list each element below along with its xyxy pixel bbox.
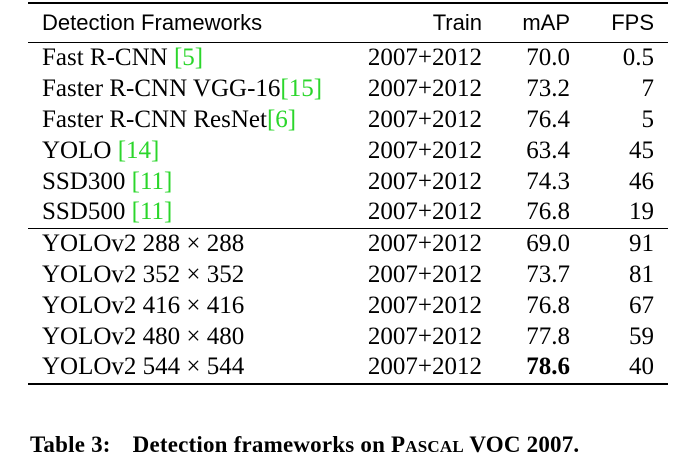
row-name: SSD500 xyxy=(42,198,132,226)
row-map: 74.3 xyxy=(526,167,570,195)
row-train: 2007+2012 xyxy=(367,198,482,226)
detection-results-table: Detection Frameworks Train mAP FPS Fast … xyxy=(28,2,668,385)
table-row: YOLOv2 288 × 288 2007+2012 69.0 91 xyxy=(28,227,668,260)
row-map: 76.4 xyxy=(526,105,570,133)
row-train: 2007+2012 xyxy=(367,167,482,195)
row-train: 2007+2012 xyxy=(367,44,482,72)
row-train: 2007+2012 xyxy=(367,260,482,288)
row-fps: 0.5 xyxy=(622,44,654,72)
row-name-cell: Faster R-CNN VGG-16[15] xyxy=(28,74,358,105)
header-map: mAP xyxy=(522,10,570,35)
row-name-cell: SSD500 [11] xyxy=(28,197,358,228)
citation-link[interactable]: [6] xyxy=(266,105,297,133)
row-name: SSD300 xyxy=(42,167,132,195)
row-name-cell: YOLOv2 480 × 480 xyxy=(28,321,358,352)
row-map: 73.2 xyxy=(526,75,570,103)
row-name-cell: YOLOv2 416 × 416 xyxy=(28,290,358,321)
row-name: YOLOv2 480 × 480 xyxy=(42,322,245,350)
row-fps: 59 xyxy=(629,322,654,350)
row-map: 77.8 xyxy=(526,322,570,350)
caption-pascal-rest: ASCAL xyxy=(405,437,464,456)
row-name: Fast R-CNN xyxy=(42,44,174,72)
citation-link[interactable]: [14] xyxy=(117,136,160,164)
row-name: YOLOv2 416 × 416 xyxy=(42,291,245,319)
row-name: Faster R-CNN VGG-16 xyxy=(42,75,281,103)
caption-pascal-first: P xyxy=(391,432,406,457)
table-row: Faster R-CNN ResNet[6] 2007+2012 76.4 5 xyxy=(28,105,668,136)
table-header-row: Detection Frameworks Train mAP FPS xyxy=(28,3,668,43)
row-name: YOLOv2 288 × 288 xyxy=(42,230,245,258)
citation-link[interactable]: [15] xyxy=(280,75,323,103)
table-row: SSD500 [11] 2007+2012 76.8 19 xyxy=(28,197,668,228)
row-fps: 45 xyxy=(629,136,654,164)
row-map: 76.8 xyxy=(526,291,570,319)
row-fps: 91 xyxy=(584,227,668,260)
row-name: Faster R-CNN ResNet xyxy=(42,105,267,133)
row-name: YOLOv2 352 × 352 xyxy=(42,260,245,288)
row-map: 70.0 xyxy=(526,44,570,72)
table-row: SSD300 [11] 2007+2012 74.3 46 xyxy=(28,166,668,197)
table-row: Fast R-CNN [5] 2007+2012 70.0 0.5 xyxy=(28,43,668,74)
row-fps: 46 xyxy=(629,167,654,195)
row-train: 2007+2012 xyxy=(358,227,494,260)
header-detection-frameworks: Detection Frameworks xyxy=(42,10,263,35)
row-map: 63.4 xyxy=(526,136,570,164)
table-row: YOLOv2 416 × 416 2007+2012 76.8 67 xyxy=(28,290,668,321)
table-row: YOLO [14] 2007+2012 63.4 45 xyxy=(28,135,668,166)
table-caption: Table 3: Detection frameworks on PASCAL V… xyxy=(30,432,579,458)
row-fps: 40 xyxy=(584,351,668,385)
row-train: 2007+2012 xyxy=(367,75,482,103)
row-train: 2007+2012 xyxy=(367,136,482,164)
row-fps: 5 xyxy=(641,105,655,133)
results-table-container: Detection Frameworks Train mAP FPS Fast … xyxy=(28,2,668,385)
row-train: 2007+2012 xyxy=(367,291,482,319)
row-train: 2007+2012 xyxy=(358,351,494,385)
table-row: YOLOv2 480 × 480 2007+2012 77.8 59 xyxy=(28,321,668,352)
table-row: YOLOv2 544 × 544 2007+2012 78.6 40 xyxy=(28,351,668,385)
row-name-cell: YOLOv2 352 × 352 xyxy=(28,260,358,291)
row-name-cell: YOLOv2 544 × 544 xyxy=(28,351,358,385)
row-name: YOLO xyxy=(42,136,118,164)
row-name: YOLOv2 544 × 544 xyxy=(42,353,245,381)
row-name-cell: Fast R-CNN [5] xyxy=(28,43,358,74)
citation-link[interactable]: [5] xyxy=(173,44,204,72)
row-name-cell: Faster R-CNN ResNet[6] xyxy=(28,105,358,136)
row-map: 76.8 xyxy=(526,198,570,226)
caption-text-before: Detection frameworks on xyxy=(132,432,392,457)
table-row: YOLOv2 352 × 352 2007+2012 73.7 81 xyxy=(28,260,668,291)
row-map-best: 78.6 xyxy=(494,351,584,385)
row-name-cell: SSD300 [11] xyxy=(28,166,358,197)
row-fps: 67 xyxy=(629,291,654,319)
row-train: 2007+2012 xyxy=(367,322,482,350)
caption-label: Table 3: xyxy=(30,432,111,457)
table-body: Fast R-CNN [5] 2007+2012 70.0 0.5 Faster… xyxy=(28,43,668,385)
header-fps: FPS xyxy=(611,10,654,35)
row-fps: 81 xyxy=(629,260,654,288)
row-name-cell: YOLO [14] xyxy=(28,135,358,166)
row-fps: 19 xyxy=(629,198,654,226)
row-map: 69.0 xyxy=(494,227,584,260)
citation-link[interactable]: [11] xyxy=(131,167,173,195)
row-train: 2007+2012 xyxy=(367,105,482,133)
row-fps: 7 xyxy=(641,75,655,103)
citation-link[interactable]: [11] xyxy=(131,198,173,226)
table-row: Faster R-CNN VGG-16[15] 2007+2012 73.2 7 xyxy=(28,74,668,105)
caption-text-after: VOC 2007. xyxy=(463,432,580,457)
header-train: Train xyxy=(432,10,482,35)
row-map: 73.7 xyxy=(526,260,570,288)
row-name-cell: YOLOv2 288 × 288 xyxy=(28,227,358,260)
